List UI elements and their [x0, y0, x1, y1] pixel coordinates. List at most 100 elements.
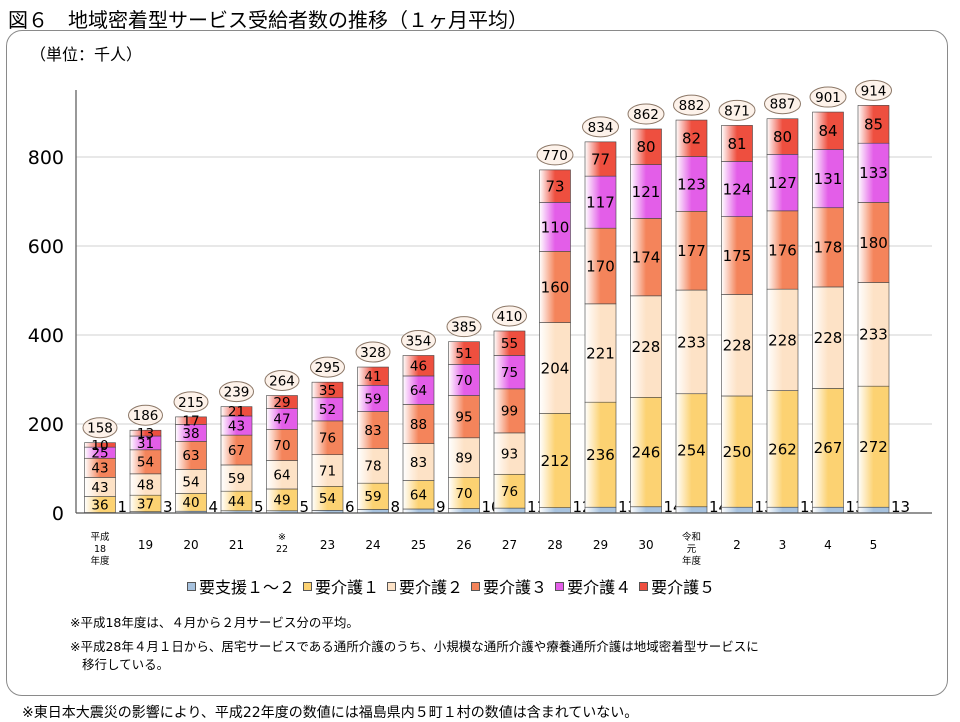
x-tick-label: 19 [138, 538, 153, 552]
bar-segment [630, 295, 662, 398]
data-label: 3 [163, 498, 173, 516]
data-label: 80 [636, 138, 655, 156]
legend-swatch [387, 581, 397, 591]
total-label: 862 [633, 107, 659, 123]
total-bubble [718, 99, 756, 121]
total-label: 770 [542, 148, 568, 164]
bar-segment [266, 460, 298, 490]
data-label: 233 [677, 333, 706, 351]
bar-segment [493, 432, 526, 475]
data-label: 21 [228, 404, 245, 420]
data-label: 117 [586, 194, 615, 212]
data-label: 73 [545, 178, 564, 196]
data-label: 64 [273, 468, 290, 484]
data-label: 80 [773, 128, 792, 146]
data-label: 228 [723, 337, 752, 355]
bar-segment [539, 202, 571, 252]
data-label: 29 [273, 395, 290, 411]
legend-item: 要介護３ [471, 574, 547, 598]
data-label: 1 [118, 498, 128, 516]
data-label: 88 [410, 417, 427, 433]
data-label: 212 [541, 452, 570, 470]
total-label: 385 [451, 320, 477, 336]
data-label: 17 [182, 414, 199, 430]
data-label: 246 [632, 443, 661, 461]
bar-segment [220, 434, 253, 466]
data-label: 70 [455, 373, 472, 389]
x-tick-label: 年度 [682, 555, 702, 567]
legend-label: 要介護３ [483, 578, 548, 597]
data-label: 81 [727, 135, 746, 153]
data-label: 59 [364, 391, 381, 407]
bar-segment [766, 506, 799, 514]
data-label: 174 [632, 249, 661, 267]
total-bubble [82, 417, 118, 439]
chart-frame [6, 30, 948, 696]
bar-group: 13 272 233 180 133 85 914 [855, 79, 910, 516]
total-label: 834 [588, 120, 614, 136]
bar-segment [402, 480, 435, 510]
bar-segment [129, 449, 162, 475]
data-label: 5 [300, 498, 310, 516]
bar-segment [493, 507, 526, 514]
bar-segment [857, 506, 890, 514]
total-bubble [173, 391, 209, 413]
x-tick-label: 24 [365, 538, 380, 552]
legend-label: 要介護５ [651, 578, 716, 597]
bar-segment [266, 395, 298, 409]
bar-segment [175, 469, 207, 494]
bar-segment [675, 289, 708, 395]
bar-segment [721, 294, 753, 397]
bar-segment [402, 355, 435, 377]
data-label: 228 [632, 338, 661, 356]
bar-segment [857, 105, 890, 144]
bar-segment [493, 330, 526, 356]
y-tick-label: 600 [28, 236, 64, 258]
bar-segment [448, 477, 480, 509]
bar-segment [721, 125, 753, 162]
total-bubble [355, 341, 391, 363]
data-label: 36 [91, 497, 108, 513]
bar-segment [721, 161, 753, 217]
data-label: 99 [501, 404, 518, 420]
x-tick-label: 3 [779, 538, 787, 552]
data-label: 70 [273, 438, 290, 454]
bar-segment [448, 395, 480, 439]
data-label: 233 [859, 326, 888, 344]
x-tick-label: 26 [456, 538, 471, 552]
bar-segment [857, 142, 890, 203]
x-tick-label: 4 [824, 538, 832, 552]
bar-segment [630, 506, 662, 514]
legend-swatch [303, 581, 313, 591]
data-label: 127 [768, 174, 797, 192]
data-label: 10 [91, 438, 108, 454]
total-label: 882 [679, 98, 705, 114]
data-label: 95 [455, 410, 472, 426]
data-label: 160 [541, 278, 570, 296]
total-bubble [536, 144, 574, 166]
data-label: 180 [859, 234, 888, 252]
x-tick-label: 30 [638, 538, 653, 552]
bar-segment [357, 482, 389, 510]
data-label: 41 [364, 369, 381, 385]
footer-note: ※東日本大震災の影響により、平成22年度の数値には福島県内５町１村の数値は含まれ… [22, 705, 639, 721]
data-label: 83 [364, 423, 381, 439]
bar-segment [675, 210, 708, 291]
bar-segment [630, 164, 662, 219]
legend-label: 要介護２ [399, 578, 464, 597]
total-bubble [809, 86, 847, 108]
y-tick-label: 0 [52, 503, 64, 525]
bar-segment [175, 441, 207, 470]
bar-segment [584, 141, 617, 177]
bar-segment [857, 385, 890, 508]
bar-segment [812, 111, 844, 150]
legend-swatch [471, 581, 481, 591]
